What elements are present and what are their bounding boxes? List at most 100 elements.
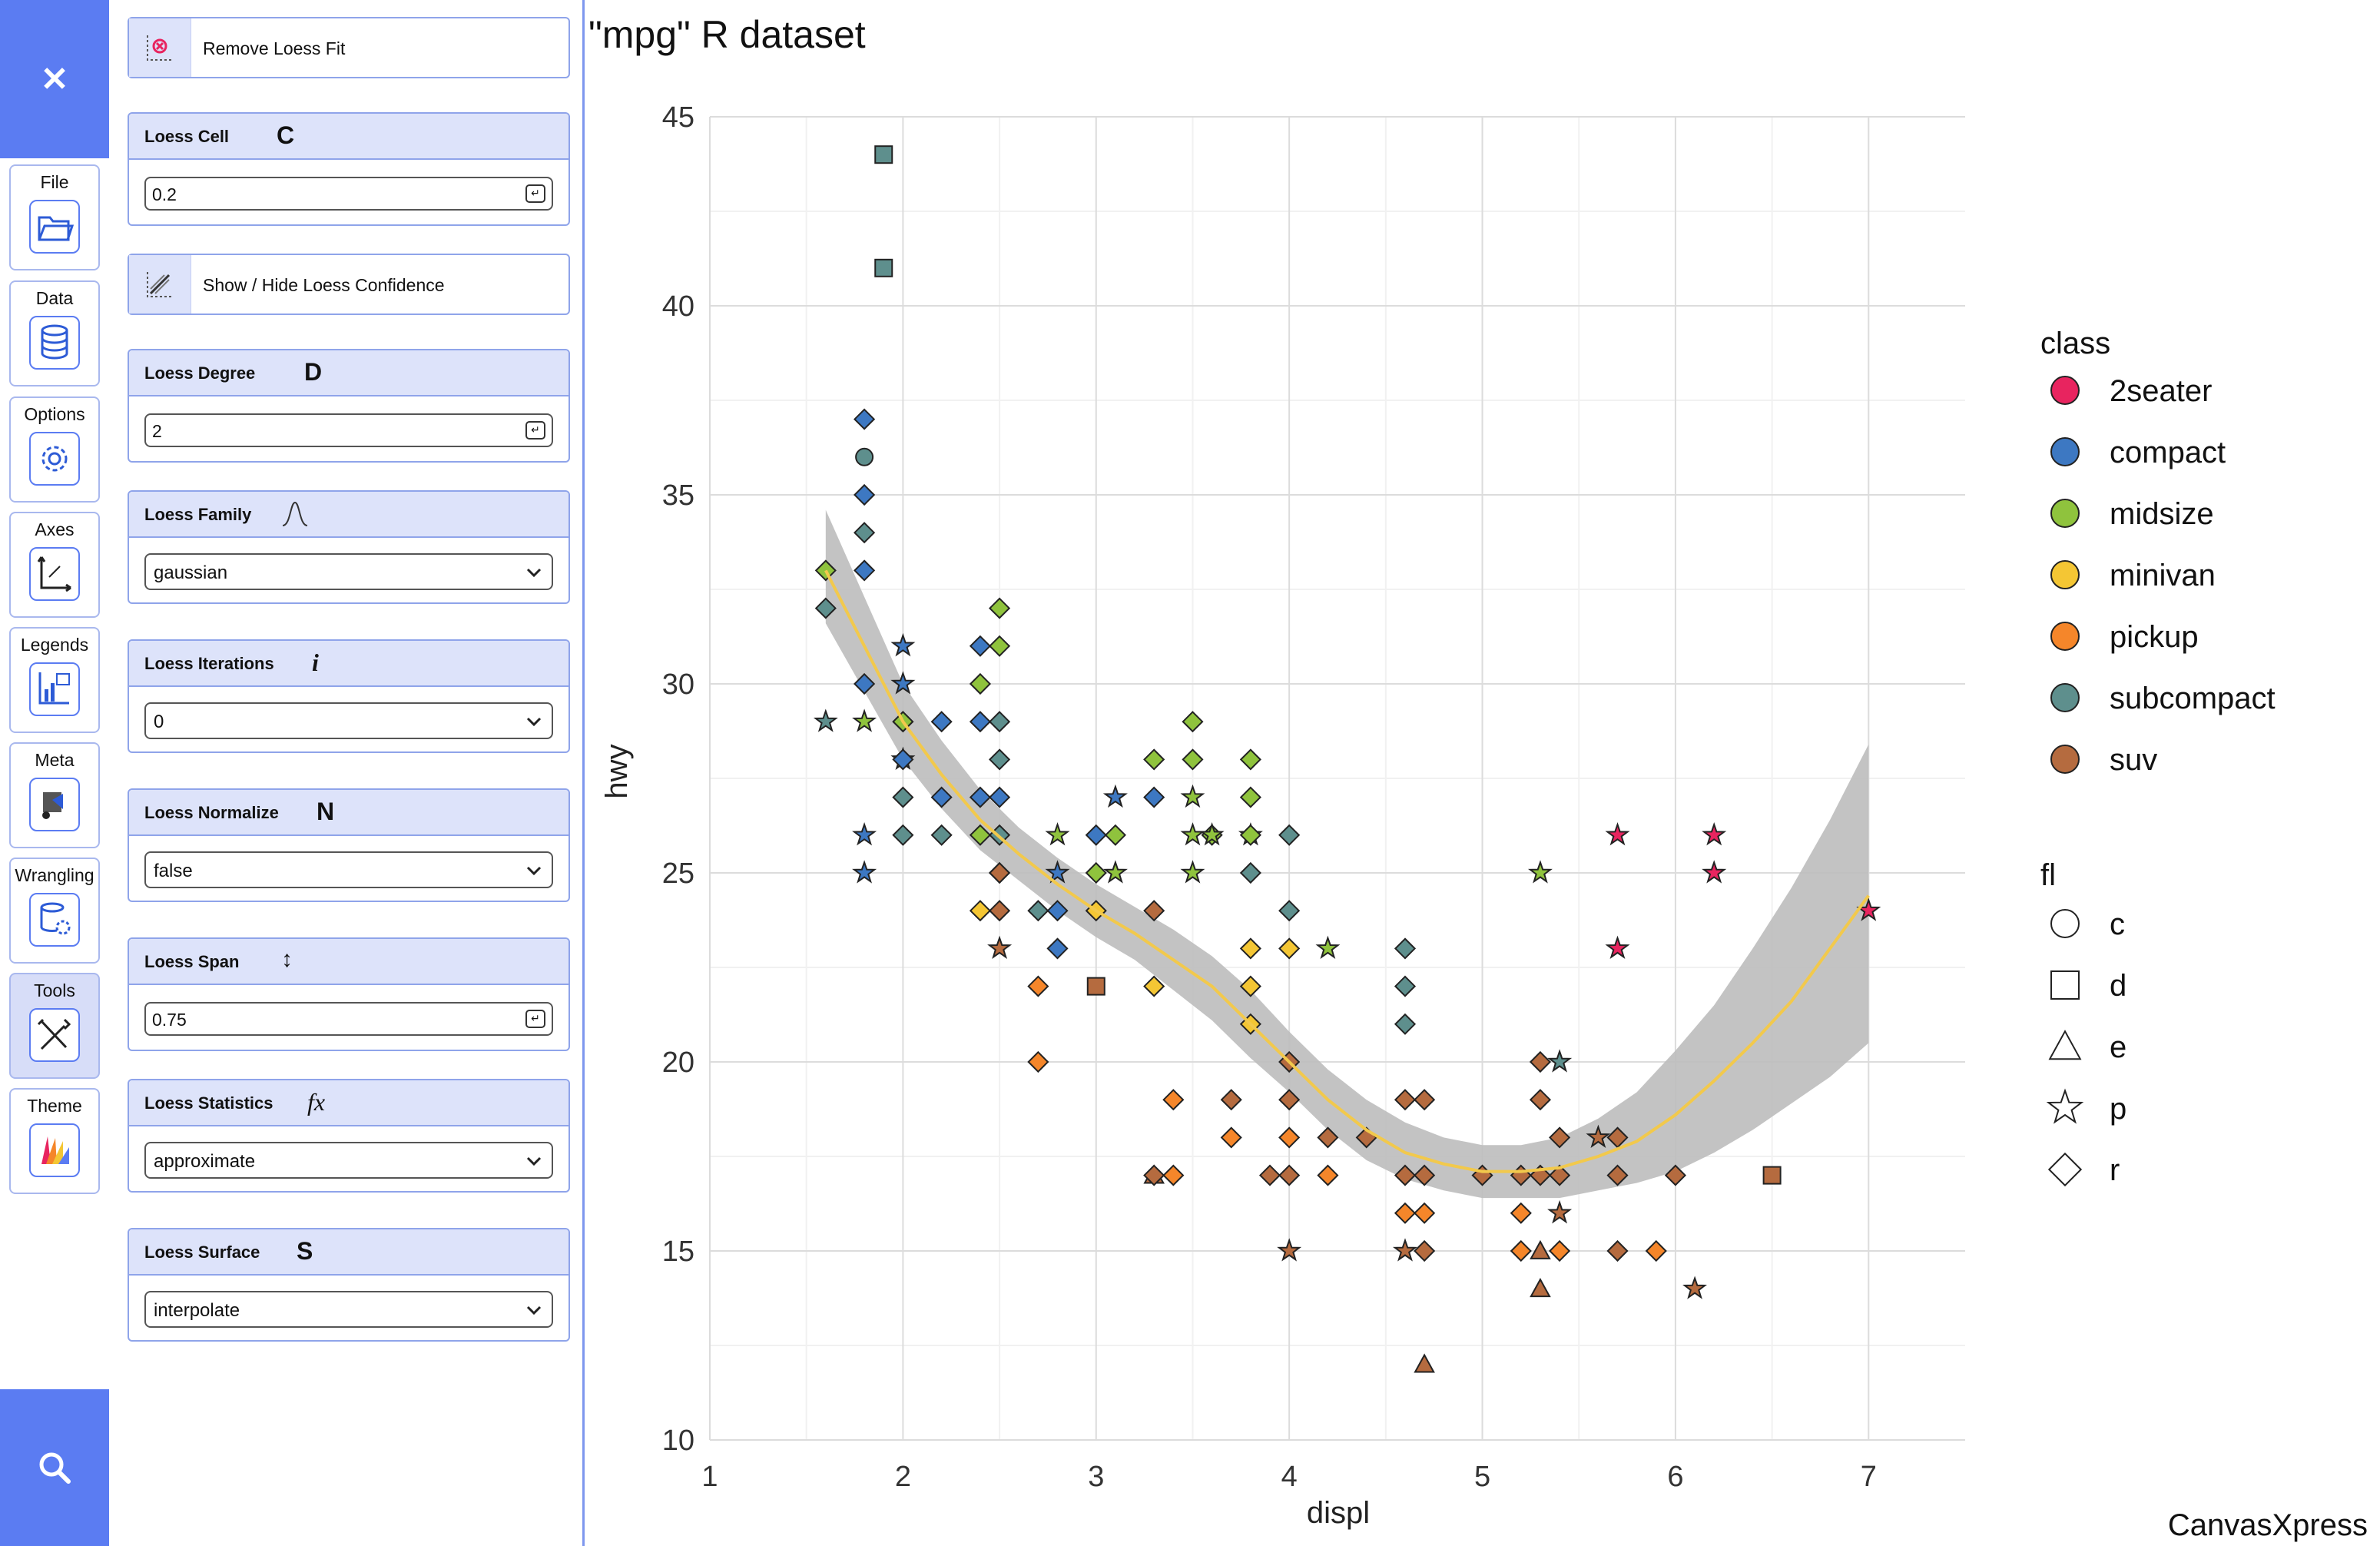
legend-fl-label: p	[2110, 1092, 2126, 1126]
loess-family-select[interactable]: gaussian	[144, 553, 553, 590]
data-point	[1239, 937, 1261, 960]
loess-degree-input[interactable]	[152, 420, 513, 443]
data-point	[1762, 1166, 1782, 1185]
letter-s-icon: S	[297, 1237, 313, 1265]
x-tick-label: 3	[1088, 1461, 1104, 1493]
legend-class-marker	[2050, 560, 2080, 589]
data-point	[1394, 1164, 1417, 1186]
data-point	[1143, 786, 1165, 808]
loess-family-group: Loess Family gaussian	[128, 490, 570, 604]
meta-icon	[29, 778, 80, 831]
loess-degree-field: ↵	[144, 413, 553, 447]
data-point	[1182, 748, 1204, 771]
search-button[interactable]	[0, 1389, 109, 1546]
chevron-down-icon	[526, 866, 542, 876]
data-point	[892, 786, 914, 808]
legend-class-title: class	[2040, 327, 2110, 360]
data-point	[1414, 1164, 1436, 1186]
loess-span-input[interactable]	[152, 1008, 513, 1031]
legend-class-marker	[2050, 683, 2080, 712]
x-tick-label: 6	[1667, 1461, 1683, 1493]
loess-surface-select[interactable]: interpolate	[144, 1291, 553, 1328]
loess-cell-input[interactable]	[152, 183, 513, 206]
sidebar-item-theme[interactable]: Theme	[9, 1088, 100, 1194]
enter-icon[interactable]: ↵	[525, 421, 545, 440]
legend-class-label: subcompact	[2110, 682, 2276, 715]
tools-panel: Remove Loess Fit Loess Cell C ↵ Show / H…	[109, 0, 587, 1546]
confidence-icon	[129, 255, 191, 314]
legend-fl-label: r	[2110, 1153, 2120, 1187]
loess-degree-title: Loess Degree	[144, 363, 256, 383]
data-point	[1102, 784, 1128, 808]
data-point	[1702, 860, 1727, 884]
data-point	[1027, 975, 1049, 997]
data-point	[1278, 824, 1301, 846]
legend-class-marker	[2050, 745, 2080, 774]
data-point	[1143, 1164, 1165, 1186]
data-point	[1549, 1164, 1571, 1186]
sidebar-item-legends[interactable]: Legends	[9, 627, 100, 733]
data-point	[1239, 748, 1261, 771]
data-point	[1143, 975, 1165, 997]
axes-icon	[29, 547, 80, 601]
data-point	[1027, 900, 1049, 922]
show-hide-loess-confidence-button[interactable]: Show / Hide Loess Confidence	[128, 254, 570, 315]
data-point	[1414, 1239, 1436, 1262]
data-point	[1527, 860, 1553, 884]
legend-fl-marker	[2050, 909, 2080, 938]
data-point	[1085, 861, 1107, 884]
data-point	[1645, 1239, 1667, 1262]
data-point	[969, 900, 992, 922]
data-point	[1180, 784, 1205, 808]
loess-family-title: Loess Family	[144, 505, 252, 524]
sidebar-item-tools[interactable]: Tools	[9, 973, 100, 1079]
legend-class-label: minivan	[2110, 559, 2216, 592]
close-button[interactable]: ✕	[0, 0, 109, 158]
data-point	[1180, 822, 1205, 846]
data-point	[855, 447, 874, 466]
loess-line	[824, 569, 1870, 1173]
x-axis-label: displ	[1307, 1496, 1370, 1530]
data-point	[854, 483, 876, 506]
show-hide-loess-confidence-label: Show / Hide Loess Confidence	[203, 275, 445, 295]
letter-n-icon: N	[317, 798, 335, 825]
sidebar-item-wrangling[interactable]: Wrangling	[9, 858, 100, 964]
sidebar-item-meta[interactable]: Meta	[9, 742, 100, 848]
y-tick-label: 30	[662, 668, 694, 701]
legend-fl-label: c	[2110, 907, 2125, 941]
data-point	[1143, 748, 1165, 771]
data-point	[1278, 1089, 1301, 1111]
sidebar-item-axes[interactable]: Axes	[9, 512, 100, 618]
sidebar-item-data[interactable]: Data	[9, 280, 100, 386]
data-point	[854, 559, 876, 582]
loess-statistics-group: Loess Statistics fx approximate	[128, 1079, 570, 1193]
sidebar-item-file[interactable]: File	[9, 164, 100, 270]
panel-divider	[582, 0, 585, 1546]
sidebar-item-options[interactable]: Options	[9, 396, 100, 503]
wrangling-icon	[29, 893, 80, 947]
data-point	[1529, 1089, 1552, 1111]
loess-iterations-group: Loess Iterations i 0	[128, 639, 570, 753]
data-point	[1239, 824, 1261, 846]
data-point	[852, 860, 877, 884]
loess-iterations-select[interactable]: 0	[144, 702, 553, 739]
y-tick-label: 40	[662, 290, 694, 323]
y-axis-label: hwy	[600, 744, 634, 798]
enter-icon[interactable]: ↵	[525, 184, 545, 203]
loess-degree-group: Loess Degree D ↵	[128, 349, 570, 463]
loess-normalize-select[interactable]: false	[144, 851, 553, 888]
search-icon	[39, 1452, 71, 1484]
data-point	[1606, 1239, 1629, 1262]
loess-span-group: Loess Span ↕ ↵	[128, 937, 570, 1051]
sidebar: ✕ File Data Options Axes Legends Meta	[0, 0, 111, 1546]
remove-loess-fit-button[interactable]: Remove Loess Fit	[128, 17, 570, 78]
loess-span-title: Loess Span	[144, 952, 240, 971]
y-tick-label: 20	[662, 1047, 694, 1079]
sidebar-item-label: Axes	[35, 519, 75, 539]
loess-cell-field: ↵	[144, 177, 553, 211]
loess-statistics-select[interactable]: approximate	[144, 1142, 553, 1179]
loess-cell-title: Loess Cell	[144, 127, 230, 146]
data-point	[1086, 977, 1105, 996]
enter-icon[interactable]: ↵	[525, 1010, 545, 1028]
